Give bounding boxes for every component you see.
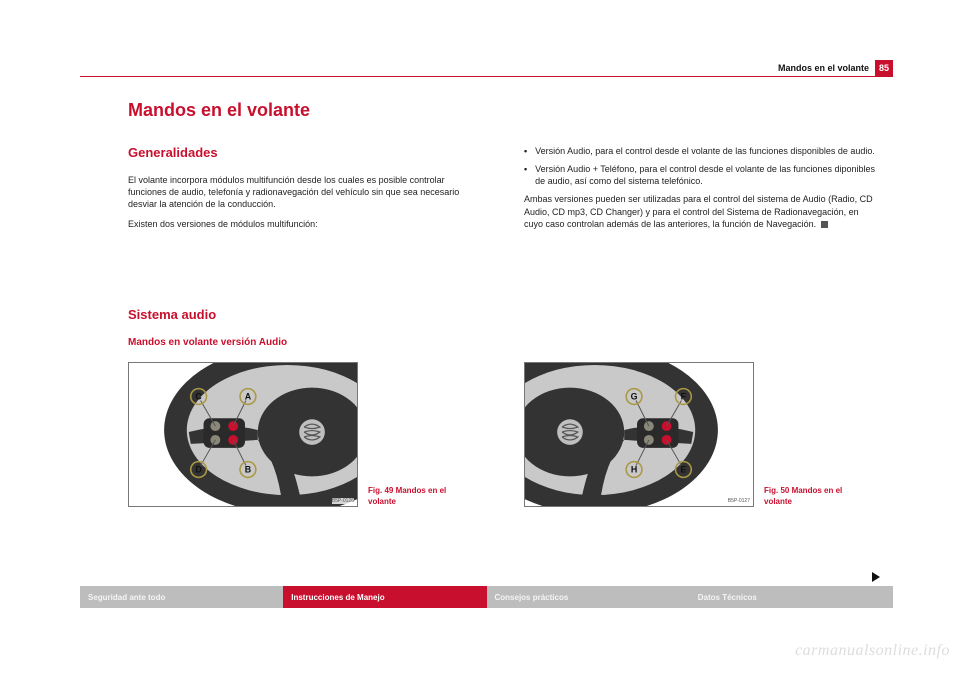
bullet-icon: • [524, 163, 527, 187]
bullet-item: • Versión Audio, para el control desde e… [524, 145, 880, 157]
image-code: B5P-0127 [728, 498, 750, 504]
svg-text:F: F [681, 391, 687, 401]
paragraph: El volante incorpora módulos multifunció… [128, 174, 484, 210]
nav-consejos: Consejos prácticos [487, 586, 690, 608]
caption-line: Fig. 49 Mandos en el [368, 486, 446, 495]
svg-text:B: B [245, 464, 251, 474]
svg-text:E: E [680, 464, 686, 474]
svg-text:C: C [195, 391, 202, 401]
nav-seguridad: Seguridad ante todo [80, 586, 283, 608]
caption-line: volante [764, 497, 792, 506]
page-header: Mandos en el volante 85 [778, 60, 893, 76]
svg-text:D: D [195, 464, 202, 474]
steering-wheel-right: G F H E B5P-0127 [524, 362, 754, 507]
generalidades-heading: Generalidades [128, 145, 484, 160]
watermark: carmanualsonline.info [795, 642, 950, 660]
paragraph: Ambas versiones pueden ser utilizadas pa… [524, 193, 880, 229]
figures-row: C A D B B5P-0126 Fig. 49 Mandos en el vo… [128, 362, 880, 507]
bullet-text: Versión Audio, para el control desde el … [535, 145, 875, 157]
steering-wheel-left: C A D B B5P-0126 [128, 362, 358, 507]
svg-text:G: G [631, 391, 638, 401]
sub-heading: Mandos en volante versión Audio [128, 337, 287, 348]
main-title: Mandos en el volante [128, 100, 310, 121]
columns: Generalidades El volante incorpora módul… [128, 145, 880, 239]
nav-datos: Datos Técnicos [690, 586, 893, 608]
end-marker-icon [821, 221, 828, 228]
column-left: Generalidades El volante incorpora módul… [128, 145, 484, 239]
continue-arrow-icon [872, 572, 880, 582]
chapter-title: Mandos en el volante [778, 63, 869, 73]
figure-caption: Fig. 50 Mandos en el volante [764, 486, 854, 507]
bottom-nav: Seguridad ante todo Instrucciones de Man… [80, 586, 893, 608]
page-number-badge: 85 [875, 60, 893, 76]
caption-line: Fig. 50 Mandos en el [764, 486, 842, 495]
caption-line: volante [368, 497, 396, 506]
bullet-item: • Versión Audio + Teléfono, para el cont… [524, 163, 880, 187]
paragraph: Existen dos versiones de módulos multifu… [128, 218, 484, 230]
bullet-icon: • [524, 145, 527, 157]
top-rule [80, 76, 893, 77]
image-code: B5P-0126 [332, 498, 354, 504]
bullet-text: Versión Audio + Teléfono, para el contro… [535, 163, 880, 187]
svg-text:A: A [245, 391, 252, 401]
column-right: • Versión Audio, para el control desde e… [524, 145, 880, 239]
figure-caption: Fig. 49 Mandos en el volante [368, 486, 458, 507]
svg-text:H: H [631, 464, 637, 474]
nav-instrucciones: Instrucciones de Manejo [283, 586, 486, 608]
figure-left: C A D B B5P-0126 Fig. 49 Mandos en el vo… [128, 362, 484, 507]
sistema-heading: Sistema audio [128, 307, 216, 322]
figure-right: G F H E B5P-0127 Fig. 50 Mandos en el vo… [524, 362, 880, 507]
